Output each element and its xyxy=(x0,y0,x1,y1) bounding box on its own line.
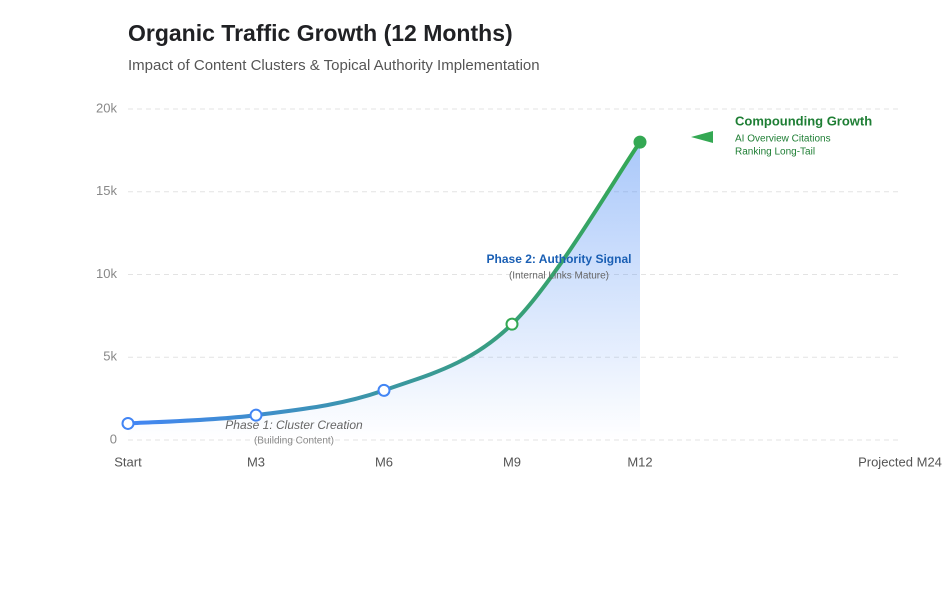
annotation-line: Ranking Long-Tail xyxy=(735,147,815,158)
x-tick-label: M12 xyxy=(627,454,652,469)
x-tick-label: M3 xyxy=(247,454,265,469)
data-point xyxy=(505,317,519,331)
line xyxy=(126,140,642,426)
data-point xyxy=(377,383,391,397)
data-point xyxy=(249,408,263,422)
chart-subtitle: Impact of Content Clusters & Topical Aut… xyxy=(128,57,540,74)
area xyxy=(128,142,640,440)
y-tick-label: 5k xyxy=(103,349,117,364)
y-tick-label: 10k xyxy=(96,266,117,281)
x-tick-label: M6 xyxy=(375,454,393,469)
x-tick-label: M9 xyxy=(503,454,521,469)
y-tick-label: 20k xyxy=(96,100,117,115)
data-point xyxy=(121,416,135,430)
annotation-line: (Building Content) xyxy=(254,436,334,447)
chart-title: Organic Traffic Growth (12 Months) xyxy=(128,20,513,46)
data-point xyxy=(633,135,647,149)
annotation-title: Compounding Growth xyxy=(735,113,872,128)
y-tick-label: 15k xyxy=(96,183,117,198)
annotation-title: Phase 2: Authority Signal xyxy=(487,252,632,266)
annotation-arrow xyxy=(691,131,713,143)
annotation-line: (Internal Links Mature) xyxy=(509,271,609,282)
x-tick-label: Start xyxy=(114,454,142,469)
y-tick-label: 0 xyxy=(110,431,117,446)
annotation-line: AI Overview Citations xyxy=(735,134,831,145)
x-tick-label: Projected M24 xyxy=(858,454,942,469)
annotation-title: Phase 1: Cluster Creation xyxy=(225,418,363,432)
